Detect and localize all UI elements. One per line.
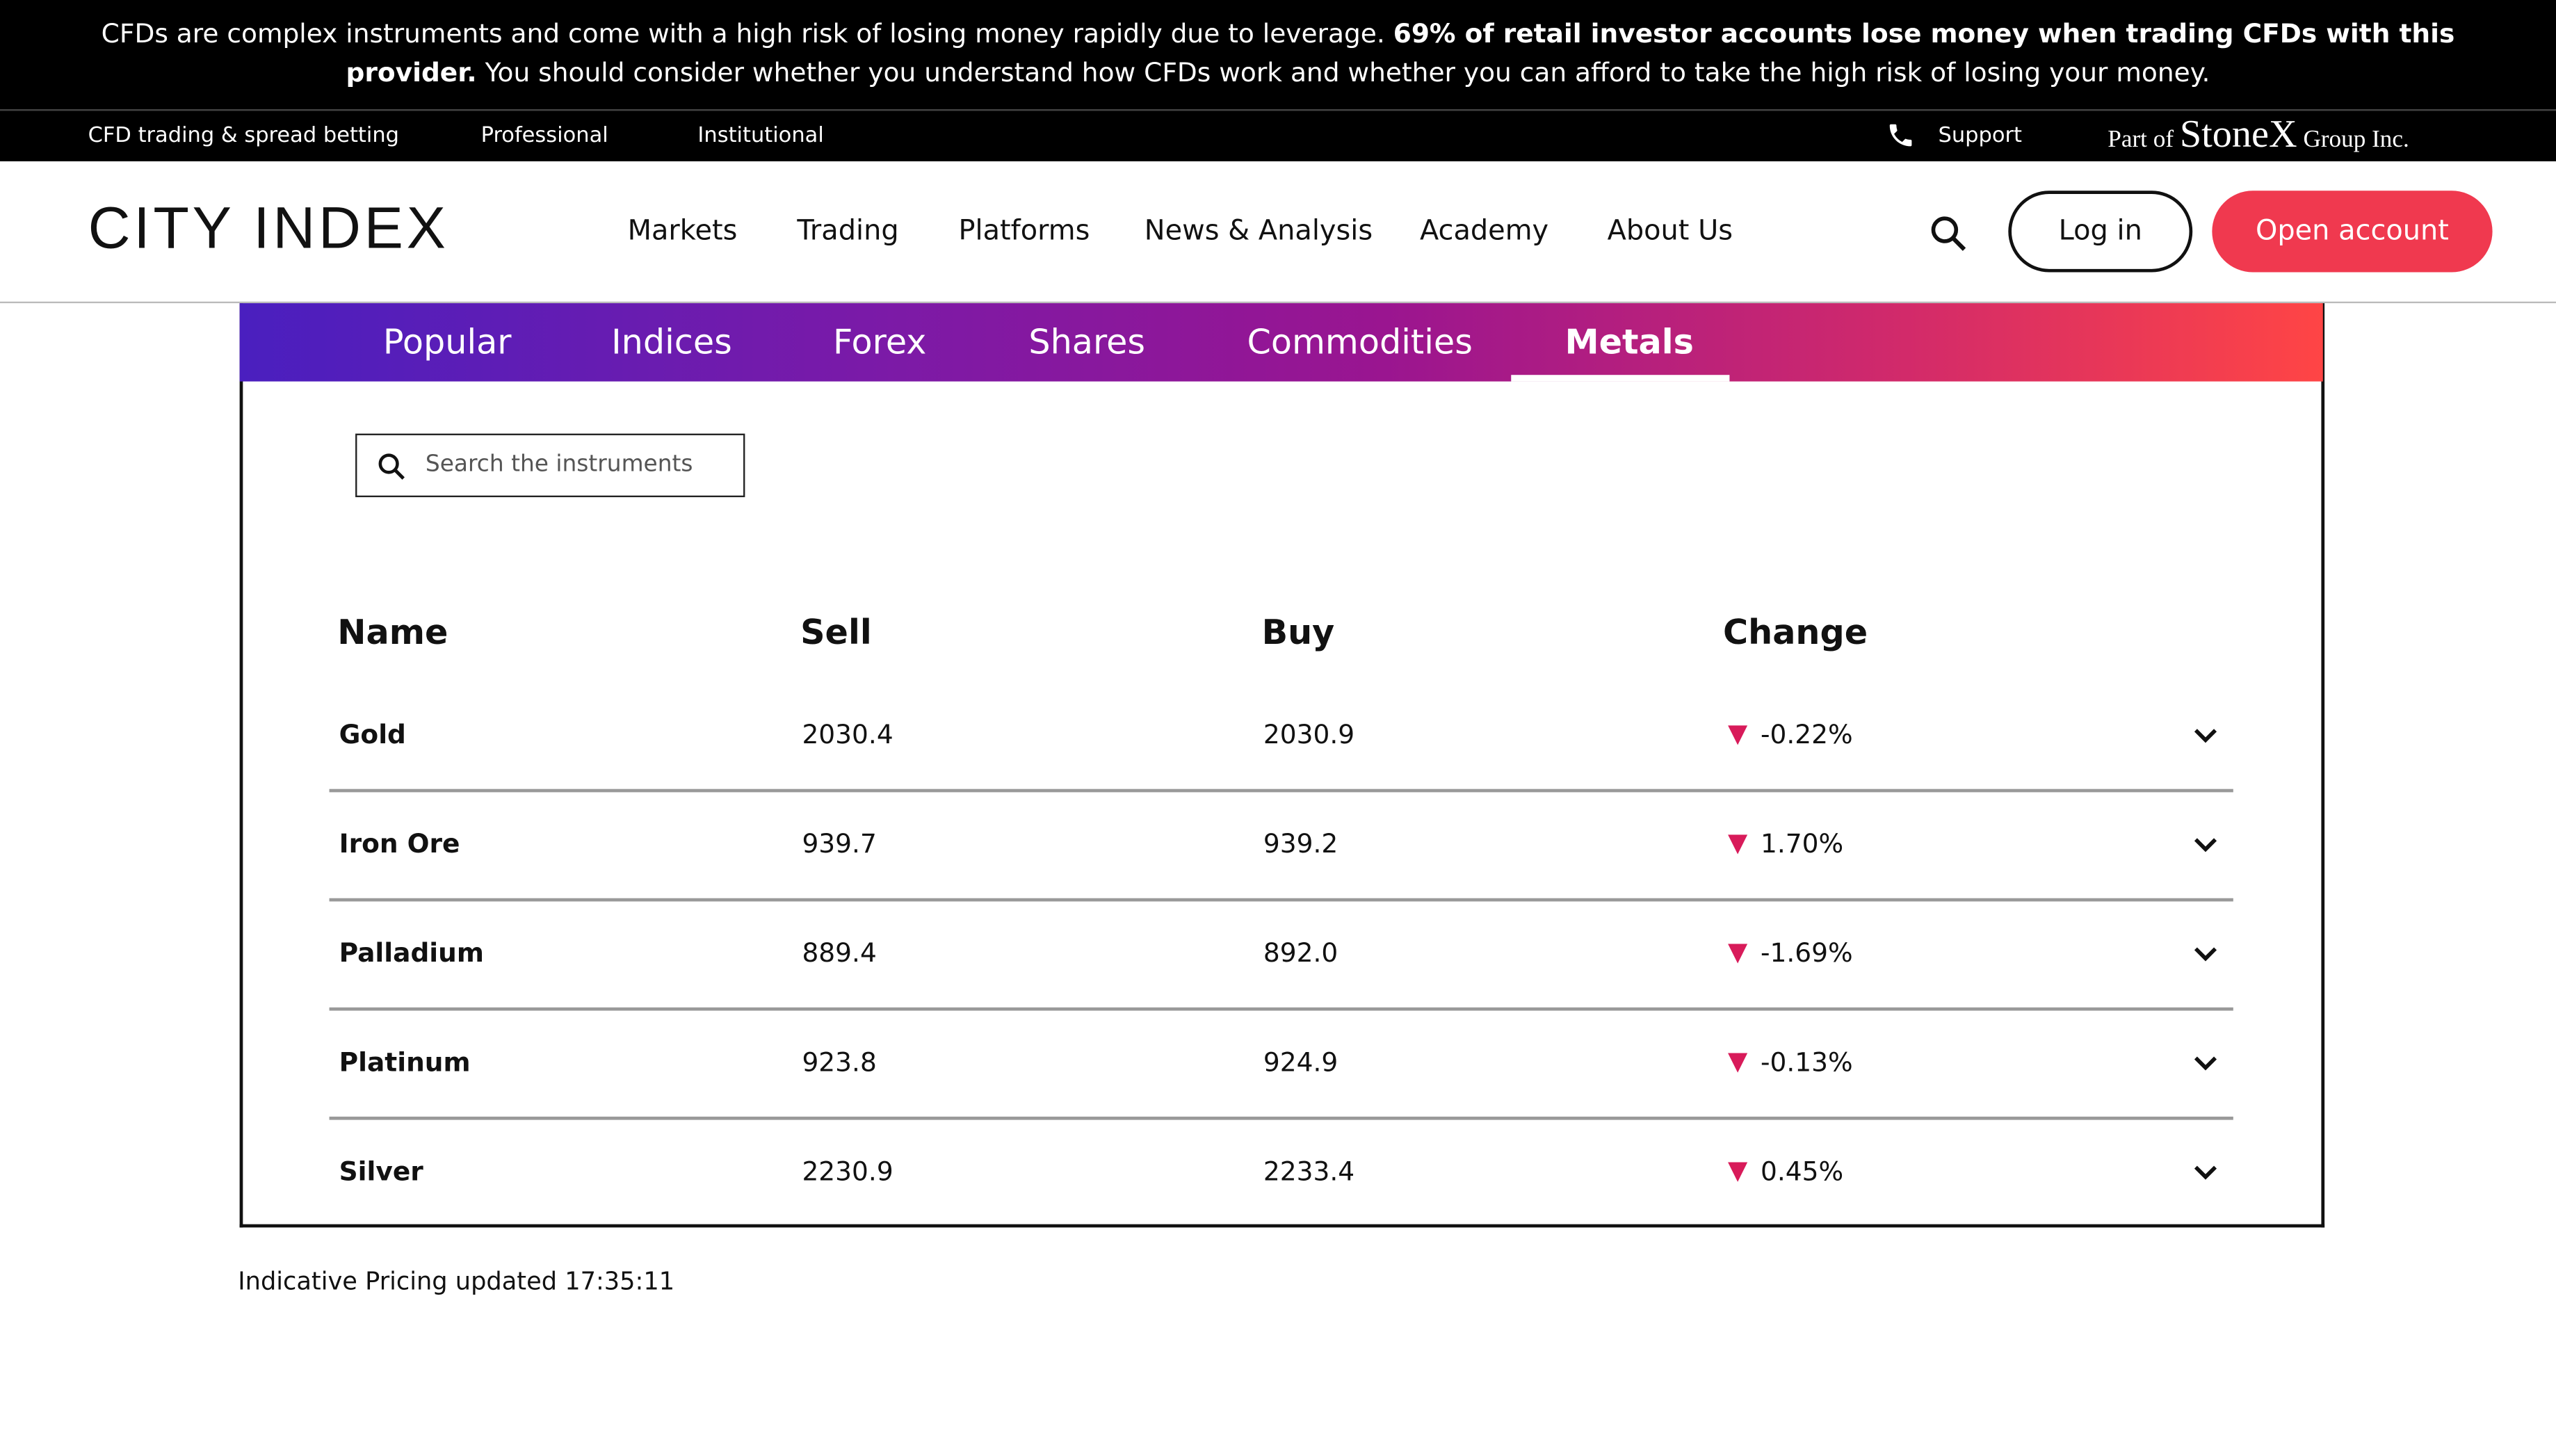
instrument-name[interactable]: Palladium: [339, 937, 484, 969]
change-indicator: [1728, 725, 1748, 745]
row-separator: [329, 788, 2233, 792]
change-cell: 1.70%: [1760, 827, 1844, 859]
price-cell: 2030.4: [802, 718, 893, 750]
instrument-name[interactable]: Silver: [339, 1156, 423, 1187]
change-indicator: [1728, 1162, 1748, 1182]
group-brand: Part of StoneX Group Inc.: [2108, 114, 2409, 158]
phone-icon: [1889, 124, 1912, 147]
tab[interactable]: Commodities: [1247, 323, 1473, 362]
risk-text: You should consider whether you understa…: [485, 57, 2210, 88]
tab[interactable]: Metals: [1564, 323, 1694, 362]
column-header: Buy: [1261, 613, 1335, 652]
row-separator: [329, 1116, 2233, 1119]
tab[interactable]: Indices: [611, 323, 732, 362]
brand-text: Part of: [2108, 127, 2174, 154]
instrument-name[interactable]: Gold: [339, 718, 406, 750]
price-cell: 2233.4: [1263, 1156, 1355, 1187]
row-separator: [329, 1007, 2233, 1010]
brand-text: StoneX: [2179, 114, 2297, 157]
menu-item[interactable]: Academy: [1419, 215, 1549, 248]
tab[interactable]: Forex: [832, 323, 927, 362]
tabs: Popular Indices Forex Shares Commodities Meta…: [239, 303, 2323, 382]
top-link[interactable]: Institutional: [697, 124, 824, 149]
login-button[interactable]: Log in: [2008, 191, 2193, 273]
risk-bold: 69% of retail investor accounts lose mon…: [346, 17, 2455, 88]
instrument-name[interactable]: Iron Ore: [339, 827, 460, 859]
risk-warning: CFDs are complex instruments and come wi…: [0, 0, 2556, 110]
menu-item[interactable]: Trading: [797, 215, 899, 248]
expand-chevron[interactable]: [2192, 1164, 2219, 1180]
change-indicator: [1728, 1053, 1748, 1073]
logo[interactable]: CITY INDEX: [88, 193, 449, 261]
price-cell: 924.9: [1263, 1046, 1338, 1078]
search-placeholder: Search the instruments: [425, 451, 693, 478]
price-cell: 939.7: [802, 827, 877, 859]
menu-item[interactable]: Platforms: [958, 215, 1090, 248]
price-cell: 923.8: [802, 1046, 877, 1078]
change-cell: 0.45%: [1760, 1156, 1844, 1187]
price-cell: 2230.9: [802, 1156, 893, 1187]
tab[interactable]: Popular: [382, 323, 512, 362]
search-icon: [378, 453, 405, 480]
price-cell: 2030.9: [1263, 718, 1355, 750]
top-link[interactable]: CFD trading & spread betting: [88, 124, 400, 149]
search-icon[interactable]: [1928, 213, 1967, 252]
top-link[interactable]: Professional: [480, 124, 608, 149]
pricing-note: Indicative Pricing updated 17:35:11: [238, 1266, 675, 1296]
change-cell: -0.13%: [1760, 1046, 1853, 1078]
change-indicator: [1728, 944, 1748, 964]
menu-item[interactable]: About Us: [1607, 215, 1733, 248]
top-bar: CFD trading & spread betting Professiona…: [0, 109, 2556, 162]
menu-item[interactable]: News & Analysis: [1144, 215, 1373, 248]
menu-item[interactable]: Markets: [627, 215, 738, 248]
expand-chevron[interactable]: [2192, 727, 2219, 743]
tab[interactable]: Shares: [1028, 323, 1146, 362]
search-box[interactable]: Search the instruments: [355, 433, 745, 498]
active-tab-underline: [1511, 375, 1730, 382]
expand-chevron[interactable]: [2192, 946, 2219, 962]
price-cell: 889.4: [802, 937, 877, 969]
column-header: Change: [1723, 613, 1868, 652]
brand-text: Group Inc.: [2303, 127, 2409, 154]
prices-panel: [239, 303, 2325, 1228]
change-cell: -0.22%: [1760, 718, 1853, 750]
expand-chevron[interactable]: [2192, 1055, 2219, 1071]
expand-chevron[interactable]: [2192, 836, 2219, 852]
column-header: Sell: [800, 613, 872, 652]
price-cell: 939.2: [1263, 827, 1338, 859]
risk-text: CFDs are complex instruments and come wi…: [101, 17, 1385, 49]
change-indicator: [1728, 834, 1748, 855]
row-separator: [329, 898, 2233, 901]
support-link[interactable]: Support: [1938, 124, 2022, 149]
open-account-button[interactable]: Open account: [2212, 191, 2493, 273]
main-nav: CITY INDEX Markets Trading Platforms News &…: [0, 161, 2556, 304]
instrument-name[interactable]: Platinum: [339, 1046, 471, 1078]
column-header: Name: [337, 613, 448, 652]
change-cell: -1.69%: [1760, 937, 1853, 969]
price-cell: 892.0: [1263, 937, 1338, 969]
